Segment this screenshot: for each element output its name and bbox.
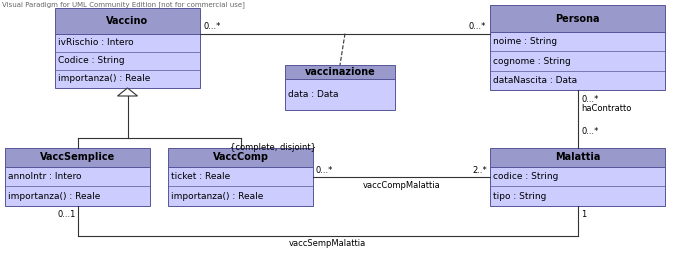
Bar xyxy=(490,167,665,206)
Text: Vaccino: Vaccino xyxy=(107,16,148,26)
Text: 0...*: 0...* xyxy=(581,127,599,136)
Text: 0...*: 0...* xyxy=(204,21,221,31)
Text: noime : String: noime : String xyxy=(493,37,557,46)
Text: tipo : String: tipo : String xyxy=(493,192,546,201)
Text: vaccinazione: vaccinazione xyxy=(304,67,375,77)
Text: 0...1: 0...1 xyxy=(57,210,76,219)
Text: Persona: Persona xyxy=(556,14,600,24)
Text: vaccSempMalattia: vaccSempMalattia xyxy=(289,239,366,248)
Bar xyxy=(285,79,395,110)
Text: 1: 1 xyxy=(581,210,587,219)
Bar xyxy=(55,34,200,88)
Text: importanza() : Reale: importanza() : Reale xyxy=(58,74,151,83)
Text: importanza() : Reale: importanza() : Reale xyxy=(8,192,101,201)
Text: 2..*: 2..* xyxy=(472,166,487,175)
Text: Malattia: Malattia xyxy=(555,152,600,162)
Text: dataNascita : Data: dataNascita : Data xyxy=(493,76,577,85)
Text: data : Data: data : Data xyxy=(288,90,338,99)
Bar xyxy=(168,167,313,206)
Text: ivRischio : Intero: ivRischio : Intero xyxy=(58,38,134,47)
Bar xyxy=(285,65,395,79)
Text: cognome : String: cognome : String xyxy=(493,57,571,66)
Text: codice : String: codice : String xyxy=(493,172,558,181)
Text: Codice : String: Codice : String xyxy=(58,56,125,65)
Text: 0...*: 0...* xyxy=(581,95,599,104)
Bar xyxy=(490,32,665,90)
Text: 0...*: 0...* xyxy=(468,21,486,31)
Text: 0...*: 0...* xyxy=(316,166,333,175)
Text: Visual Paradigm for UML Community Edition [not for commercial use]: Visual Paradigm for UML Community Editio… xyxy=(2,1,245,8)
Text: VaccComp: VaccComp xyxy=(213,152,269,162)
Bar xyxy=(168,148,313,167)
Text: haContratto: haContratto xyxy=(581,104,632,113)
Bar xyxy=(55,8,200,34)
Text: annoIntr : Intero: annoIntr : Intero xyxy=(8,172,82,181)
Bar xyxy=(490,5,665,32)
Text: importanza() : Reale: importanza() : Reale xyxy=(171,192,263,201)
Text: ticket : Reale: ticket : Reale xyxy=(171,172,230,181)
Text: VaccSemplice: VaccSemplice xyxy=(40,152,115,162)
Bar xyxy=(5,148,150,167)
Polygon shape xyxy=(117,88,138,96)
Text: {complete, disjoint}: {complete, disjoint} xyxy=(230,143,317,152)
Text: vaccCompMalattia: vaccCompMalattia xyxy=(362,181,440,190)
Bar xyxy=(490,148,665,167)
Bar xyxy=(5,167,150,206)
